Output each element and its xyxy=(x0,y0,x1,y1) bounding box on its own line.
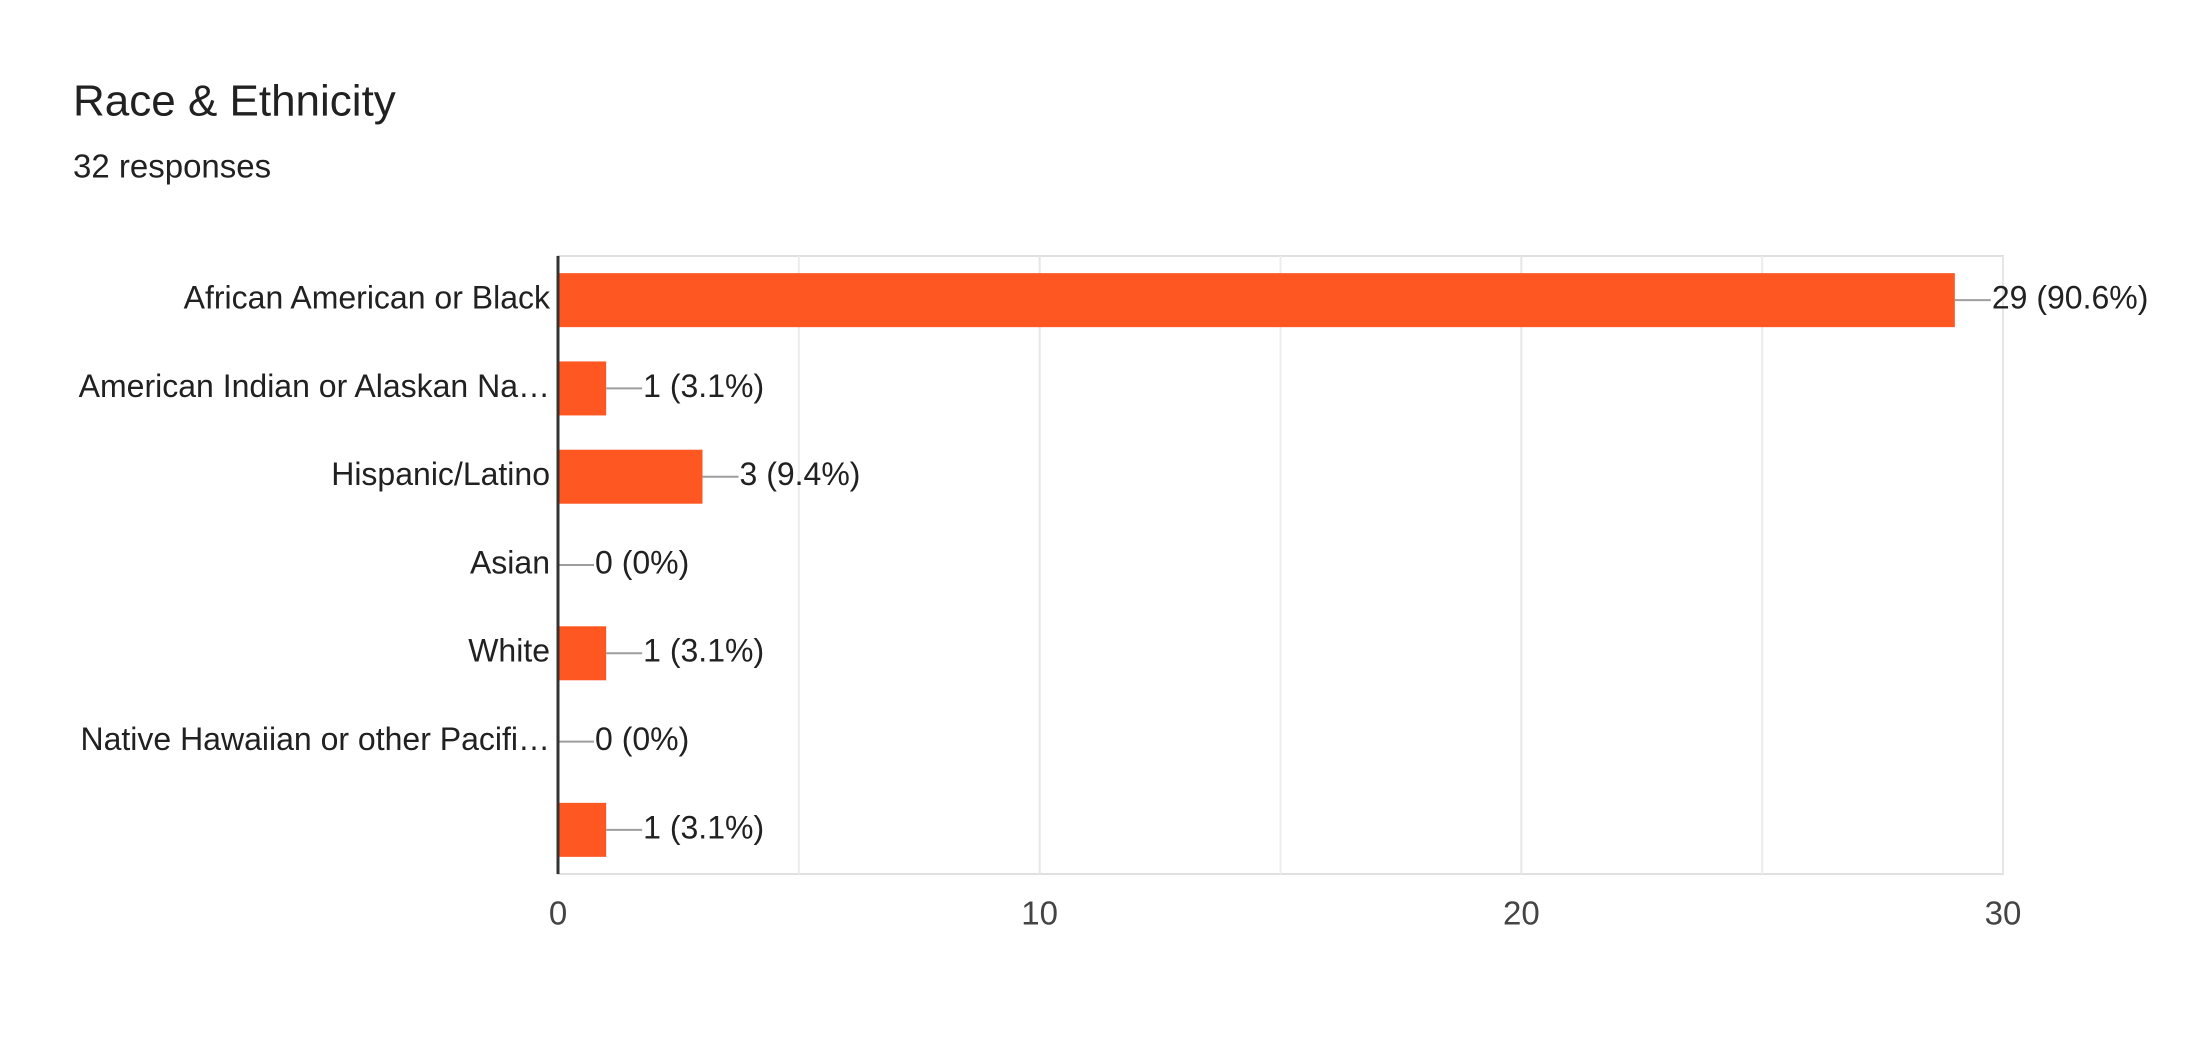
y-tick-label: African American or Black xyxy=(184,280,551,316)
bar xyxy=(558,449,703,504)
y-tick-label: Hispanic/Latino xyxy=(331,456,550,492)
value-label: 0 (0%) xyxy=(595,544,689,580)
bar xyxy=(558,626,607,681)
x-tick-label: 30 xyxy=(1985,895,2022,932)
y-tick-label: Native Hawaiian or other Pacifi… xyxy=(80,721,550,757)
x-tick-label: 20 xyxy=(1503,895,1540,932)
value-label: 1 (3.1%) xyxy=(643,809,764,845)
value-label: 3 (9.4%) xyxy=(740,456,861,492)
y-tick-label: American Indian or Alaskan Na… xyxy=(79,368,550,404)
y-tick-label: Asian xyxy=(470,544,550,580)
x-tick-label: 10 xyxy=(1021,895,1058,932)
bar xyxy=(558,802,607,857)
x-tick-label: 0 xyxy=(549,895,567,932)
value-label: 1 (3.1%) xyxy=(643,368,764,404)
chart-subtitle: 32 responses xyxy=(73,148,271,185)
y-tick-label: White xyxy=(468,633,550,669)
chart-title: Race & Ethnicity xyxy=(73,77,396,126)
value-label: 29 (90.6%) xyxy=(1992,280,2149,316)
bar xyxy=(558,361,607,416)
value-label: 1 (3.1%) xyxy=(643,633,764,669)
bar xyxy=(558,273,1955,328)
value-label: 0 (0%) xyxy=(595,721,689,757)
